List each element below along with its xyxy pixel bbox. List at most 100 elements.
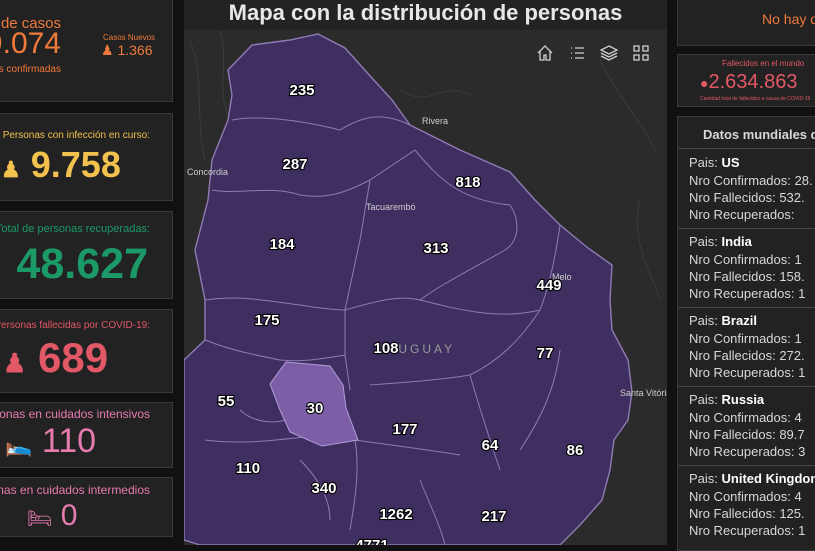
count-florida: 177: [392, 421, 417, 438]
count-canelones: 1262: [379, 506, 412, 523]
deaths-row: Nro Fallecidos: 89.7: [689, 427, 805, 442]
intermediate-card: Personas en cuidados intermedios 🛏 0: [0, 477, 173, 537]
list-button[interactable]: [566, 42, 588, 64]
country-name: United Kingdom: [721, 471, 815, 486]
active-number: 9.758: [30, 144, 121, 185]
confirmed-value: 1: [794, 331, 802, 346]
country-entry[interactable]: Pais: Russia Nro Confirmados: 4 Nro Fall…: [678, 392, 815, 464]
recovered-value: 3: [798, 444, 806, 459]
count-montevideo: 4771: [355, 537, 388, 545]
department-borders: [204, 116, 561, 545]
count-treinta-y-tres: 77: [537, 345, 554, 362]
world-deaths-label: Fallecidos en el mundo: [722, 59, 805, 68]
country-field-label: Pais:: [689, 234, 718, 249]
deceased-value: ♟ 689: [3, 334, 108, 382]
country-field-label: Pais:: [689, 155, 718, 170]
confirmed-row: Nro Confirmados: 4: [689, 489, 802, 504]
country-name: India: [721, 234, 752, 249]
alert-icon: ●: [700, 75, 709, 91]
deaths-field-label: Nro Fallecidos:: [689, 506, 776, 521]
country-row: Pais: United Kingdom: [689, 471, 815, 486]
recovered-row: Nro Recuperados: 1: [689, 523, 805, 538]
intermediate-label: Personas en cuidados intermedios: [0, 483, 150, 497]
home-button[interactable]: [534, 42, 556, 64]
confirmed-value: 1: [794, 252, 802, 267]
recovered-label: Total de personas recuperadas:: [0, 223, 150, 235]
count-soriano: 55: [218, 393, 235, 410]
count-flores: 30: [307, 400, 324, 417]
icu-number: 110: [41, 422, 97, 460]
accumulated-label: Acumulado total de casos: [0, 15, 61, 32]
deceased-card: Personas fallecidas por COVID-19: ♟ 689: [0, 309, 173, 393]
country-entry[interactable]: Pais: Brazil Nro Confirmados: 1 Nro Fall…: [678, 313, 815, 385]
world-deaths-sub: Cantidad total de fallecidos a causa de …: [700, 96, 811, 102]
count-rocha: 86: [567, 442, 584, 459]
country-row: Pais: Brazil: [689, 313, 757, 328]
person-icon: ♟: [3, 348, 27, 378]
person-icon: ♟: [101, 42, 114, 58]
count-colonia: 110: [236, 460, 260, 477]
list-icon: [571, 47, 584, 59]
count-salto: 287: [282, 156, 307, 173]
no-data-card: No hay datos: [677, 0, 815, 46]
country-row: Pais: India: [689, 234, 752, 249]
confirmed-row: Nro Confirmados: 1: [689, 331, 802, 346]
country-row: Pais: US: [689, 155, 740, 170]
layers-icon: [599, 45, 619, 61]
confirmed-row: Nro Confirmados: 1: [689, 252, 802, 267]
recovered-field-label: Nro Recuperados:: [689, 523, 795, 538]
icu-label: Personas en cuidados intensivos: [0, 407, 150, 421]
confirmed-field-label: Nro Confirmados:: [689, 410, 791, 425]
country-name: US: [721, 155, 740, 170]
deaths-field-label: Nro Fallecidos:: [689, 348, 776, 363]
recovered-row: Nro Recuperados:: [689, 207, 795, 222]
recovered-value: 1: [798, 523, 806, 538]
world-data-card[interactable]: Datos mundiales de COVID-19 Pais: US Nro…: [677, 116, 815, 551]
count-san-jose: 340: [311, 480, 336, 497]
accumulated-card: Acumulado total de casos 59.074 Personas…: [0, 0, 173, 102]
terrain-lines: [189, 29, 661, 301]
divider: [678, 386, 815, 387]
deaths-value: 272.: [779, 348, 805, 363]
country-entry[interactable]: Pais: US Nro Confirmados: 28. Nro Fallec…: [678, 155, 815, 227]
country-field-label: Pais:: [689, 471, 718, 486]
bed-icon: 🛏: [27, 508, 53, 530]
count-tacuarembo: 313: [423, 240, 448, 257]
divider: [678, 228, 815, 229]
divider: [678, 307, 815, 308]
country-entry[interactable]: Pais: United Kingdom Nro Confirmados: 4 …: [678, 471, 815, 543]
map-panel[interactable]: Rivera Concordia Tacuarembó Melo Santa V…: [184, 0, 667, 545]
recovered-field-label: Nro Recuperados:: [689, 286, 795, 301]
recovered-row: Nro Recuperados: 1: [689, 286, 805, 301]
count-maldonado: 217: [481, 508, 506, 525]
world-deaths-number: 2.634.863: [708, 71, 798, 93]
basemap-gallery-button[interactable]: [630, 42, 652, 64]
icu-card: Personas en cuidados intensivos 🛌 110: [0, 402, 173, 468]
deceased-label: Personas fallecidas por COVID-19:: [0, 320, 150, 331]
deaths-value: 158.: [779, 269, 805, 284]
highlighted-department[interactable]: [269, 361, 359, 447]
world-deaths-card: Fallecidos en el mundo ●2.634.863 Cantid…: [677, 54, 815, 107]
deaths-row: Nro Fallecidos: 272.: [689, 348, 805, 363]
place-label-santa-vitoria: Santa Vitória do Palmar: [620, 388, 667, 398]
map-title: Mapa con la distribución de personas: [184, 0, 667, 30]
new-cases-value: ♟ 1.366: [101, 42, 153, 59]
recovered-row: Nro Recuperados: 3: [689, 444, 805, 459]
country-field-label: Pais:: [689, 313, 718, 328]
new-cases-label: Casos Nuevos: [103, 33, 156, 42]
layers-button[interactable]: [598, 42, 620, 64]
recovered-card: Total de personas recuperadas: 48.627: [0, 211, 173, 299]
active-card: Personas con infección en curso: ♟ 9.758: [0, 113, 173, 201]
map-canvas[interactable]: Rivera Concordia Tacuarembó Melo Santa V…: [184, 0, 667, 545]
count-lavalleja: 64: [482, 437, 499, 454]
count-durazno: 108: [373, 340, 398, 357]
recovered-field-label: Nro Recuperados:: [689, 444, 795, 459]
country-entry[interactable]: Pais: India Nro Confirmados: 1 Nro Falle…: [678, 234, 815, 306]
recovered-row: Nro Recuperados: 1: [689, 365, 805, 380]
confirmed-value: 4: [794, 489, 802, 504]
deaths-value: 532.: [779, 190, 805, 205]
intermediate-number: 0: [60, 499, 78, 532]
deaths-row: Nro Fallecidos: 158.: [689, 269, 805, 284]
qr-grid-icon: [633, 45, 649, 61]
world-deaths-value: ●2.634.863: [700, 71, 797, 94]
